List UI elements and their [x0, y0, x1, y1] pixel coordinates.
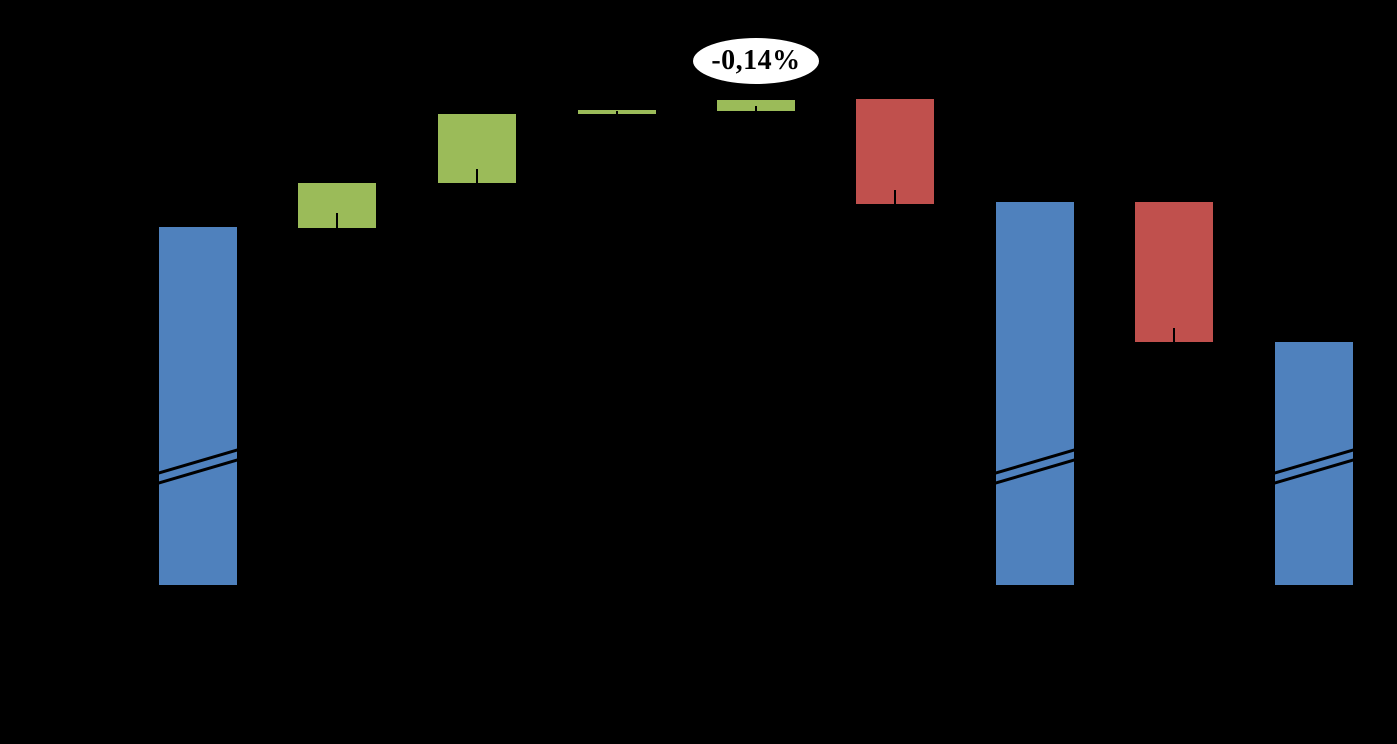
bar-base-tick — [336, 213, 338, 228]
waterfall-bar-8-decrease — [1135, 202, 1213, 342]
waterfall-bar-3-increase — [438, 114, 516, 183]
waterfall-bar-4-increase — [578, 110, 656, 114]
bar-base-tick — [894, 190, 896, 204]
bar-base-tick — [755, 106, 757, 111]
data-label-callout: -0,14% — [693, 38, 819, 84]
bar-base-tick — [1173, 328, 1175, 342]
bar-base-tick — [616, 111, 618, 114]
waterfall-bar-7-total — [996, 202, 1074, 585]
waterfall-bar-1-total — [159, 227, 237, 585]
data-label-text: -0,14% — [711, 45, 801, 76]
bar-base-tick — [476, 169, 478, 183]
waterfall-bar-9-total — [1275, 342, 1353, 585]
waterfall-bar-6-decrease — [856, 99, 934, 204]
waterfall-bar-2-increase — [298, 183, 376, 228]
waterfall-bar-5-increase — [717, 100, 795, 111]
